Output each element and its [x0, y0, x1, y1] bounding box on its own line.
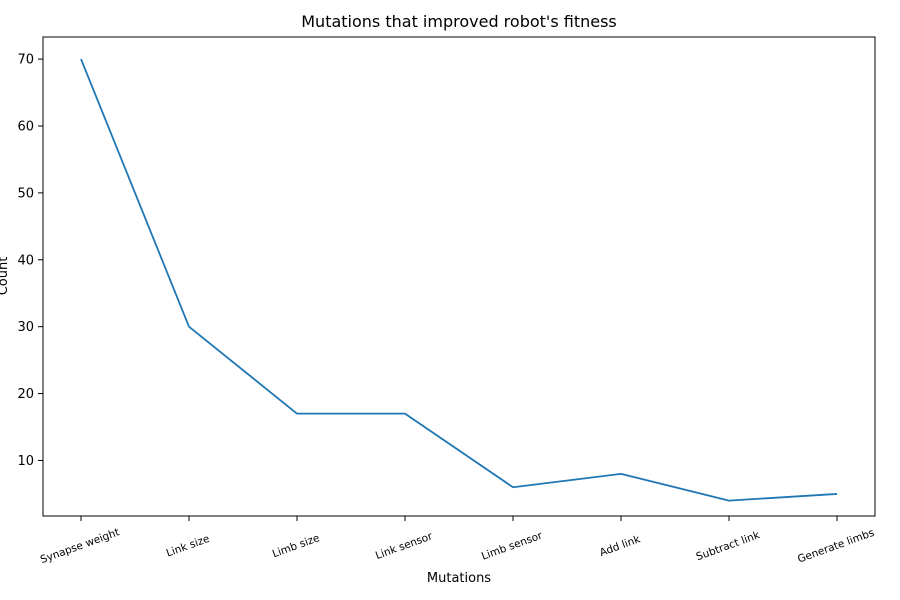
x-tick-label: Link size [165, 533, 212, 560]
x-tick-label: Limb sensor [480, 529, 545, 562]
x-tick-label: Subtract link [695, 529, 763, 563]
y-tick-label: 40 [17, 253, 34, 268]
y-tick-label: 60 [17, 119, 34, 134]
y-axis: 10 20 30 40 50 60 70 [17, 53, 43, 469]
y-tick-label: 20 [17, 387, 34, 402]
x-tick-label: Synapse weight [39, 526, 121, 566]
y-tick-label: 10 [17, 454, 34, 469]
x-tick-label: Limb size [271, 532, 321, 560]
series-line [80, 58, 838, 502]
series-layer [80, 58, 838, 502]
x-tick-label: Link sensor [374, 530, 435, 562]
x-axis: Synapse weight Link size Limb size Link sen… [39, 516, 876, 566]
x-axis-label: Mutations [427, 571, 491, 586]
plot-area-frame [42, 36, 876, 517]
x-tick-label: Generate limbs [796, 527, 876, 566]
y-tick-label: 70 [17, 53, 34, 68]
y-axis-label: Count [0, 257, 11, 296]
y-tick-label: 30 [17, 320, 34, 335]
x-tick-label: Add link [598, 533, 643, 559]
y-tick-label: 50 [17, 186, 34, 201]
chart-title: Mutations that improved robot's fitness [301, 12, 617, 31]
